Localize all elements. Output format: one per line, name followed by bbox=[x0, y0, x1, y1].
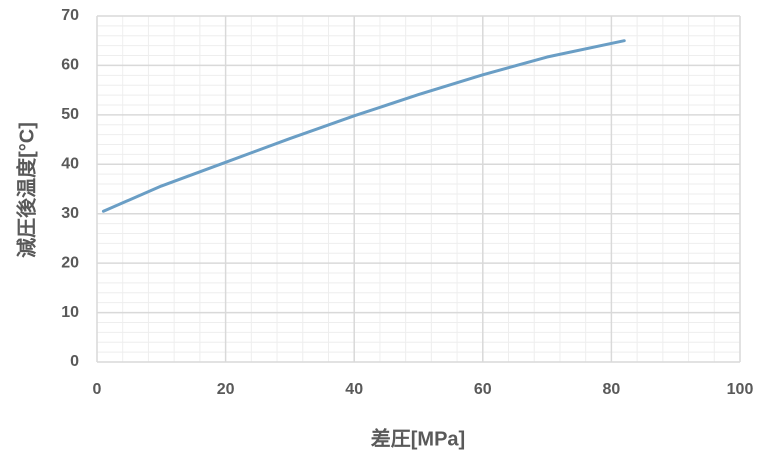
y-tick-label: 50 bbox=[61, 106, 79, 123]
data-line bbox=[101, 39, 626, 213]
x-tick-label: 100 bbox=[727, 381, 754, 398]
y-tick-label: 30 bbox=[61, 205, 79, 222]
x-tick-label: 40 bbox=[345, 381, 363, 398]
y-tick-label: 70 bbox=[61, 7, 79, 24]
x-axis-title: 差圧[MPa] bbox=[371, 426, 465, 450]
y-tick-label: 40 bbox=[61, 156, 79, 173]
x-tick-label: 0 bbox=[93, 381, 102, 398]
y-tick-label: 10 bbox=[61, 304, 79, 321]
y-tick-label: 20 bbox=[61, 254, 79, 271]
y-axis-title: 減圧後温度[°C] bbox=[14, 122, 38, 258]
x-tick-label: 20 bbox=[217, 381, 235, 398]
x-tick-label: 80 bbox=[603, 381, 621, 398]
y-tick-label: 0 bbox=[70, 353, 79, 370]
x-tick-label: 60 bbox=[474, 381, 492, 398]
y-tick-label: 60 bbox=[61, 57, 79, 74]
